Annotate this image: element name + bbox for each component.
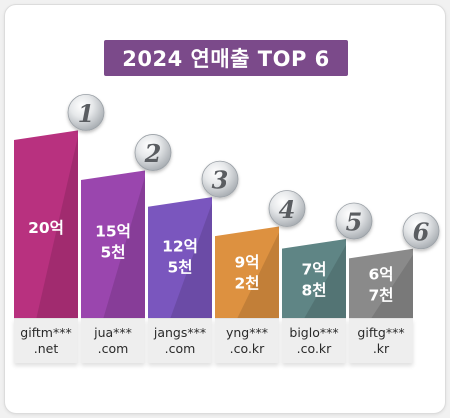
category-label-6: giftg*** .kr	[349, 318, 413, 363]
rank-number-5: 5	[346, 207, 363, 236]
category-label-3: jangs*** .com	[148, 318, 212, 363]
value-label-3-2: 5천	[167, 258, 192, 276]
bar-5	[282, 238, 346, 318]
category-label-line-2: .kr	[372, 341, 390, 356]
rank-ball-2	[134, 134, 172, 171]
rank-ball-3	[201, 160, 239, 198]
chart-title: 2024 연매출 TOP 6	[122, 47, 330, 71]
category-label-line-2: .com	[97, 341, 129, 356]
category-label-line-1: biglo***	[289, 325, 339, 340]
bar-shade-2	[103, 176, 145, 318]
category-label-line-2: .com	[164, 341, 196, 356]
value-label-6-1: 6억	[368, 265, 393, 284]
category-label-line-1: jangs***	[153, 325, 207, 340]
category-label-5: biglo*** .co.kr	[282, 318, 346, 363]
bar-shade-6	[371, 254, 413, 318]
value-label-5-2: 8천	[301, 281, 326, 299]
value-label-4-1: 9억	[234, 252, 259, 271]
bar-4	[215, 226, 279, 318]
category-label-2: jua*** .com	[81, 318, 145, 363]
value-label-2-1: 15억	[95, 222, 131, 241]
category-label-line-2: .co.kr	[229, 341, 265, 356]
category-label-line-1: yng***	[225, 325, 268, 340]
rank-ball-6	[402, 212, 440, 250]
value-label-3-1: 12억	[162, 236, 198, 255]
value-label-2-2: 5천	[100, 244, 125, 262]
rank-number-1: 1	[78, 99, 95, 128]
category-label-line-2: .net	[33, 341, 59, 356]
value-label-6-2: 7천	[368, 287, 393, 305]
rank-ball-1	[67, 94, 105, 131]
title-banner: 2024 연매출 TOP 6	[104, 40, 348, 76]
category-label-line-1: jua***	[94, 325, 132, 340]
bar-3	[148, 197, 212, 318]
rank-number-4: 4	[279, 195, 296, 224]
rank-number-3: 3	[212, 166, 229, 195]
rank-number-2: 2	[144, 139, 162, 168]
bar-6	[349, 248, 413, 318]
category-label-line-1: giftm***	[20, 325, 72, 340]
value-label-4-2: 2천	[234, 274, 259, 292]
category-label-4: yng*** .co.kr	[215, 318, 279, 363]
value-label-5-1: 7억	[301, 259, 326, 278]
category-label-1: giftm*** .net	[14, 318, 78, 363]
bar-1	[14, 130, 78, 318]
rank-number-6: 6	[413, 217, 430, 246]
category-label-line-2: .co.kr	[296, 341, 332, 356]
bar-shade-1	[36, 136, 78, 318]
value-label-1-1: 20억	[28, 218, 64, 237]
bar-2	[81, 170, 145, 318]
category-label-line-1: giftg***	[357, 325, 405, 340]
rank-ball-5	[335, 202, 373, 240]
bar-shade-4	[237, 232, 279, 318]
rank-ball-4	[268, 190, 306, 227]
bar-shade-3	[170, 203, 212, 318]
bar-shade-5	[304, 244, 346, 318]
